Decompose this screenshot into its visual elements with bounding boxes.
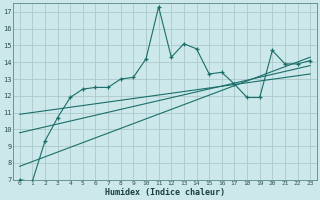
X-axis label: Humidex (Indice chaleur): Humidex (Indice chaleur) [105, 188, 225, 197]
